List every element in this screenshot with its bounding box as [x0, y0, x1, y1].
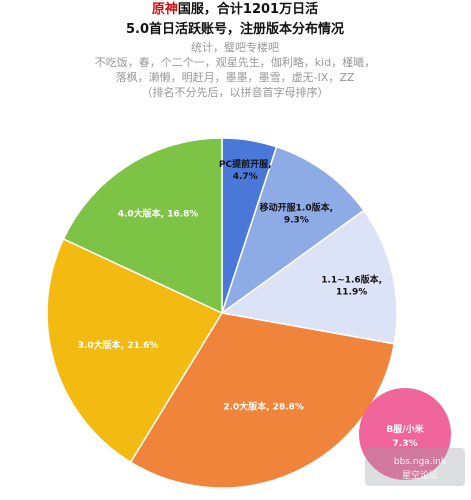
callout-circle: [359, 388, 451, 480]
pie-slice: [220, 145, 365, 315]
slice-label: 4.0大版本, 16.8%: [118, 208, 199, 220]
callout-label: B服/小米: [386, 423, 424, 435]
slice-value: 4.7%: [233, 172, 258, 182]
pie-slice: [129, 312, 396, 489]
watermark-line-2: 星空论坛: [402, 469, 438, 481]
slice-value: 9.3%: [284, 215, 309, 225]
watermark: bbs.nga.ink 星空论坛: [365, 448, 465, 486]
pie-slices: [46, 137, 398, 489]
callout-bubble: B服/小米 7.3%: [359, 388, 451, 480]
watermark-box: [365, 448, 465, 486]
watermark-line-1: bbs.nga.ink: [394, 457, 447, 467]
chart-subtitle: 5.0首日活跃账号，注册版本分布情况: [126, 21, 344, 37]
slice-value: 11.9%: [336, 287, 367, 297]
slice-label: 2.0大版本, 28.8%: [223, 401, 304, 413]
pie-slice: [220, 209, 398, 345]
stat-line: 统计，璧吧专楼吧: [191, 40, 279, 54]
slice-label: PC提前开服,: [219, 158, 272, 170]
chart-title: 原神国服，合计1201万日活: [152, 1, 318, 17]
pie-slice: [62, 137, 223, 315]
slice-label: 3.0大版本, 21.6%: [78, 339, 159, 351]
names-line-1: 不吃饭，春，个二个一，观星先生，伽利略，kid，槿曦，: [95, 55, 375, 69]
pie-slice: [46, 237, 224, 464]
names-line-2: 落枫，濑懒，明赶月，墨墨，墨雪，虚无-IX，ZZ: [116, 70, 355, 84]
title-rest: 国服，合计1201万日活: [178, 1, 318, 17]
pie-labels: PC提前开服, 4.7% 移动开服1.0版本, 9.3% 1.1~1.6版本, 11.9%…: [78, 158, 382, 413]
names-note: （排名不分先后，以拼音首字母排序）: [142, 85, 329, 99]
callout-value: 7.3%: [393, 439, 418, 449]
slice-label: 移动开服1.0版本,: [260, 201, 333, 213]
title-highlight: 原神: [152, 1, 178, 17]
slice-label: 1.1~1.6版本,: [321, 273, 382, 285]
